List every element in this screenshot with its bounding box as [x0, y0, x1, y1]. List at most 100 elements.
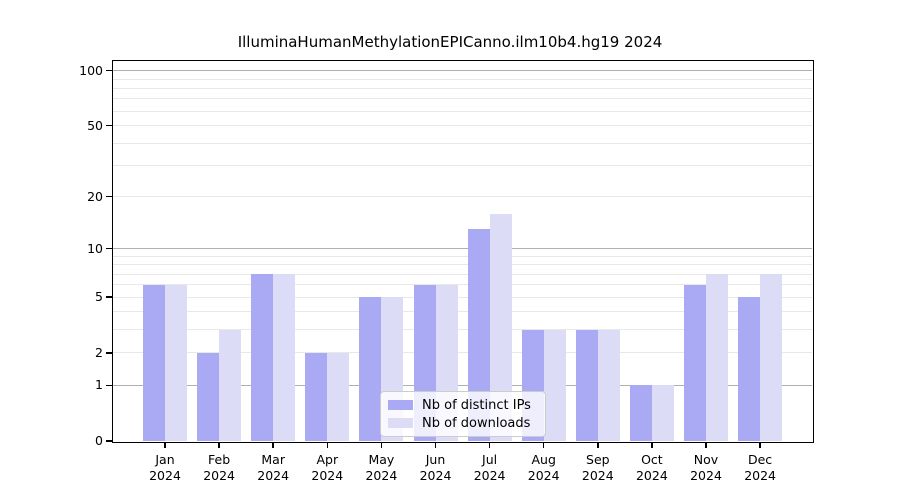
x-tick-oct-2024 — [651, 442, 653, 448]
gridline-minor-20 — [113, 196, 812, 198]
x-tick-jan-2024 — [164, 442, 166, 448]
x-tick-line: 2024 — [473, 467, 506, 483]
x-tick-jul-2024 — [488, 442, 491, 448]
x-tick-mar-2024 — [272, 442, 274, 448]
y-tick-20 — [106, 195, 113, 198]
bar--downloads-feb-2024 — [219, 329, 242, 441]
y-tick-label-2: 2 — [95, 344, 103, 360]
x-tick-line: 2024 — [690, 467, 722, 483]
x-tick-label-dec-2024: Dec 2024 — [732, 452, 788, 483]
x-tick-label-feb-2024: Feb 2024 — [191, 452, 247, 483]
x-tick-line: May — [368, 452, 395, 467]
y-tick-label-1: 1 — [95, 377, 103, 393]
x-tick-nov-2024 — [705, 442, 707, 448]
gridline-minor-90 — [113, 78, 812, 80]
legend-entry-distinct-ips: Nb of distinct IPs — [388, 396, 537, 414]
x-tick-apr-2024 — [326, 442, 329, 448]
bar--distinct-ips-nov-2024 — [684, 284, 706, 441]
gridline-minor-7 — [113, 273, 812, 275]
gridline-major-10 — [113, 248, 812, 250]
gridline-minor-70 — [113, 98, 812, 100]
gridline-major-100 — [113, 70, 812, 72]
bar--downloads-oct-2024 — [651, 385, 674, 441]
x-tick-label-may-2024: May 2024 — [353, 452, 409, 483]
x-tick-line: Nov — [693, 452, 719, 467]
gridline-minor-50 — [113, 125, 812, 127]
gridline-minor-80 — [113, 87, 812, 89]
gridline-minor-60 — [113, 110, 812, 112]
x-tick-aug-2024 — [542, 442, 545, 448]
x-tick-line: Jul — [482, 452, 498, 467]
y-tick-1 — [106, 384, 113, 387]
x-tick-label-jan-2024: Jan 2024 — [137, 452, 193, 483]
x-tick-line: Jun — [425, 452, 446, 467]
x-tick-line: 2024 — [419, 467, 452, 483]
x-tick-feb-2024 — [218, 442, 220, 448]
x-tick-dec-2024 — [759, 442, 761, 448]
x-tick-line: 2024 — [744, 467, 776, 483]
legend-label-distinct-ips: Nb of distinct IPs — [422, 397, 531, 413]
bar--distinct-ips-jan-2024 — [143, 284, 165, 441]
x-tick-label-jun-2024: Jun 2024 — [408, 452, 464, 483]
gridline-minor-5 — [113, 296, 812, 298]
bar--downloads-sep-2024 — [597, 329, 620, 441]
gridline-minor-30 — [113, 164, 812, 166]
x-tick-line: 2024 — [311, 467, 344, 483]
y-tick-label-5: 5 — [95, 289, 103, 305]
legend: Nb of distinct IPs Nb of downloads — [380, 391, 546, 437]
gridline-minor-6 — [113, 284, 812, 286]
bar--downloads-apr-2024 — [327, 352, 350, 441]
x-tick-label-mar-2024: Mar 2024 — [245, 452, 301, 483]
bar--distinct-ips-jul-2024 — [467, 229, 490, 441]
x-tick-line: Dec — [747, 452, 773, 467]
x-tick-label-nov-2024: Nov 2024 — [678, 452, 734, 483]
chart-title: IlluminaHumanMethylationEPICanno.ilm10b4… — [237, 33, 663, 51]
bar--distinct-ips-sep-2024 — [575, 329, 598, 441]
y-tick-label-0: 0 — [95, 433, 103, 448]
x-tick-sep-2024 — [597, 442, 599, 448]
x-tick-line: Sep — [586, 452, 610, 467]
bar--distinct-ips-feb-2024 — [197, 352, 220, 441]
x-tick-label-oct-2024: Oct 2024 — [624, 452, 680, 483]
x-tick-jun-2024 — [434, 442, 437, 448]
gridline-minor-9 — [113, 255, 812, 257]
gridline-minor-4 — [113, 311, 812, 313]
bar--distinct-ips-may-2024 — [359, 297, 382, 441]
y-tick-label-10: 10 — [87, 240, 103, 256]
x-tick-line: 2024 — [635, 467, 668, 483]
y-tick-10 — [106, 247, 113, 250]
legend-label-downloads: Nb of downloads — [422, 415, 531, 431]
x-tick-line: Oct — [641, 452, 663, 467]
x-tick-line: 2024 — [365, 467, 398, 483]
bar--distinct-ips-dec-2024 — [738, 297, 761, 441]
y-tick-label-20: 20 — [87, 188, 103, 204]
bar--downloads-mar-2024 — [273, 274, 296, 441]
x-tick-line: 2024 — [581, 467, 614, 483]
x-tick-line: Jan — [155, 452, 175, 467]
bar--distinct-ips-oct-2024 — [629, 385, 652, 441]
y-tick-label-50: 50 — [87, 117, 103, 133]
x-tick-line: Apr — [316, 452, 339, 467]
x-tick-label-apr-2024: Apr 2024 — [299, 452, 355, 483]
legend-swatch-downloads — [388, 418, 413, 428]
x-tick-line: Aug — [531, 452, 556, 467]
x-tick-line: Feb — [208, 452, 231, 467]
legend-swatch-distinct-ips — [388, 400, 413, 410]
x-tick-label-aug-2024: Aug 2024 — [516, 452, 572, 483]
bar--distinct-ips-apr-2024 — [305, 352, 328, 441]
y-tick-5 — [106, 296, 113, 298]
bar--distinct-ips-mar-2024 — [251, 274, 274, 441]
gridline-minor-3 — [113, 329, 812, 331]
gridline-minor-2 — [113, 352, 812, 354]
gridline-minor-40 — [113, 142, 812, 144]
x-tick-line: 2024 — [203, 467, 235, 483]
legend-entry-downloads: Nb of downloads — [388, 414, 537, 432]
bar--downloads-nov-2024 — [706, 274, 728, 441]
y-tick-100 — [106, 69, 113, 72]
y-tick-2 — [106, 352, 113, 354]
x-tick-line: Mar — [261, 452, 285, 467]
y-tick-0 — [106, 440, 113, 442]
x-tick-line: 2024 — [257, 467, 290, 483]
gridline-minor-8 — [113, 264, 812, 266]
